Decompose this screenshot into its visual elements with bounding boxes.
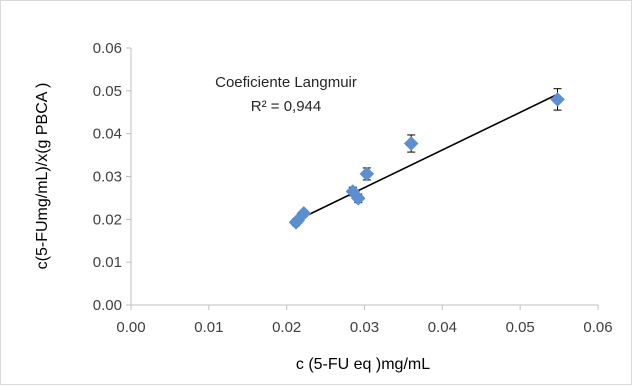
trendline-label: Coeficiente Langmuir [215, 74, 357, 91]
linear-trendline [294, 93, 558, 223]
y-tick-label: 0.04 [93, 126, 122, 143]
tick-labels-layer: 0.00 0.01 0.02 0.03 0.04 0.05 0.06 0.00 0.01 0.02… [93, 40, 613, 336]
x-tick-label: 0.03 [350, 319, 379, 336]
y-tick-label: 0.02 [93, 211, 122, 228]
y-tick-label: 0.05 [93, 83, 122, 100]
axes-layer [126, 47, 599, 310]
x-tick-label: 0.06 [583, 319, 612, 336]
data-point [359, 166, 375, 182]
x-tick-label: 0.00 [116, 319, 145, 336]
data-point [296, 205, 312, 221]
data-point [350, 190, 366, 206]
r-squared-label: R² = 0,944 [251, 98, 321, 115]
data-points-layer [288, 92, 565, 230]
y-tick-label: 0.00 [93, 297, 122, 314]
x-tick-label: 0.02 [272, 319, 301, 336]
y-tick-label: 0.06 [93, 40, 122, 57]
x-axis-title: c (5-FU eq )mg/mL [296, 356, 430, 373]
data-point [403, 136, 419, 151]
data-point [550, 92, 565, 107]
y-tick-label: 0.01 [93, 254, 122, 271]
y-tick-label: 0.03 [93, 169, 122, 186]
x-tick-label: 0.01 [194, 319, 223, 336]
trendline-layer [294, 93, 558, 223]
y-axis-title: c(5-FUmg/mL)/x(g PBCA ) [34, 83, 51, 270]
x-tick-label: 0.04 [428, 319, 457, 336]
x-tick-label: 0.05 [506, 319, 535, 336]
